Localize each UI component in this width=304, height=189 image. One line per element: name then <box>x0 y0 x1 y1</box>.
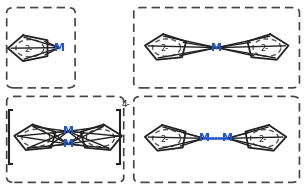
Text: 2-: 2- <box>160 44 168 53</box>
Text: M: M <box>63 126 74 136</box>
Text: 4-: 4- <box>122 100 130 109</box>
Text: M: M <box>222 133 233 143</box>
Text: 2-: 2- <box>260 44 269 53</box>
Text: 2-: 2- <box>24 45 33 54</box>
Text: M: M <box>199 133 210 143</box>
Text: 2-: 2- <box>160 135 168 144</box>
Text: M: M <box>211 43 222 53</box>
Text: 2-: 2- <box>258 135 266 144</box>
Text: M: M <box>63 139 74 149</box>
Text: M: M <box>54 43 65 53</box>
